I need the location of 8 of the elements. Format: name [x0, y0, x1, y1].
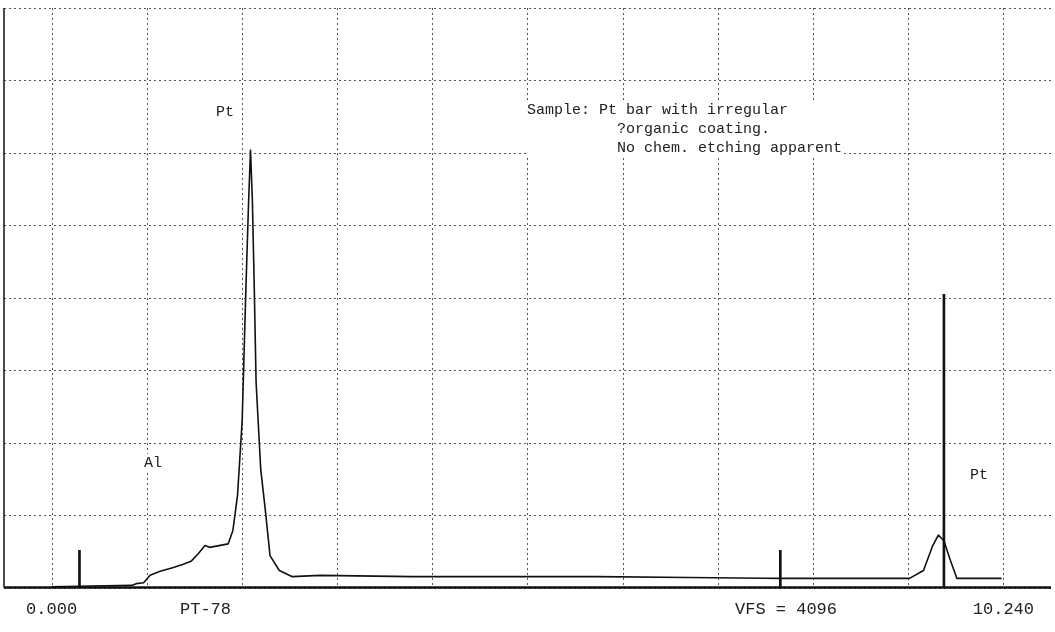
text: Pt	[216, 103, 235, 122]
annotation: Sample: Pt bar with irregular ?organic coating. No chem. etching apparent	[527, 101, 843, 158]
text: VFS = 4096	[735, 600, 838, 619]
annotation: Al	[144, 454, 163, 473]
annotation: Pt	[970, 466, 989, 485]
x-tick-label: 0.000	[26, 600, 78, 620]
text: PT-78	[180, 600, 232, 619]
x-tick-label: 10.240	[972, 600, 1035, 620]
